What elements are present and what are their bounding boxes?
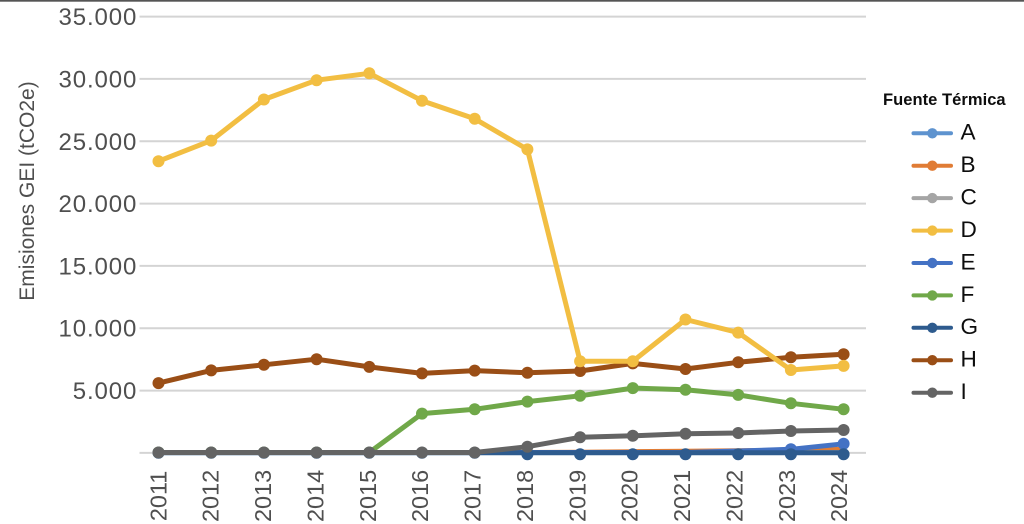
svg-text:2021: 2021 [669,470,695,522]
svg-text:2013: 2013 [250,470,276,522]
svg-text:Fuente Térmica: Fuente Térmica [883,91,1006,109]
svg-text:2018: 2018 [512,470,538,522]
svg-text:2017: 2017 [460,470,486,522]
svg-text:G: G [961,314,979,339]
svg-text:D: D [961,217,977,242]
svg-text:F: F [961,282,975,307]
svg-text:10.000: 10.000 [58,316,137,343]
svg-text:E: E [961,249,976,274]
svg-text:5.000: 5.000 [73,378,138,405]
svg-text:I: I [961,379,967,404]
svg-text:20.000: 20.000 [58,191,137,218]
svg-text:2014: 2014 [302,470,328,522]
svg-text:2022: 2022 [722,470,748,522]
svg-text:Emisiones GEI (tCO2e): Emisiones GEI (tCO2e) [16,81,39,300]
svg-text:15.000: 15.000 [58,253,137,280]
svg-text:2011: 2011 [145,471,171,522]
svg-text:B: B [961,152,976,177]
svg-text:2012: 2012 [198,470,224,522]
svg-text:2024: 2024 [826,470,852,522]
svg-text:25.000: 25.000 [58,129,137,156]
svg-text:2023: 2023 [774,470,800,522]
svg-text:30.000: 30.000 [58,66,137,93]
svg-text:2020: 2020 [617,470,643,522]
svg-text:2016: 2016 [407,470,433,522]
svg-text:A: A [961,120,977,145]
svg-text:2015: 2015 [355,470,381,522]
svg-text:2019: 2019 [564,470,590,522]
svg-text:35.000: 35.000 [58,4,137,31]
svg-text:C: C [961,185,977,210]
svg-text:H: H [961,347,977,372]
